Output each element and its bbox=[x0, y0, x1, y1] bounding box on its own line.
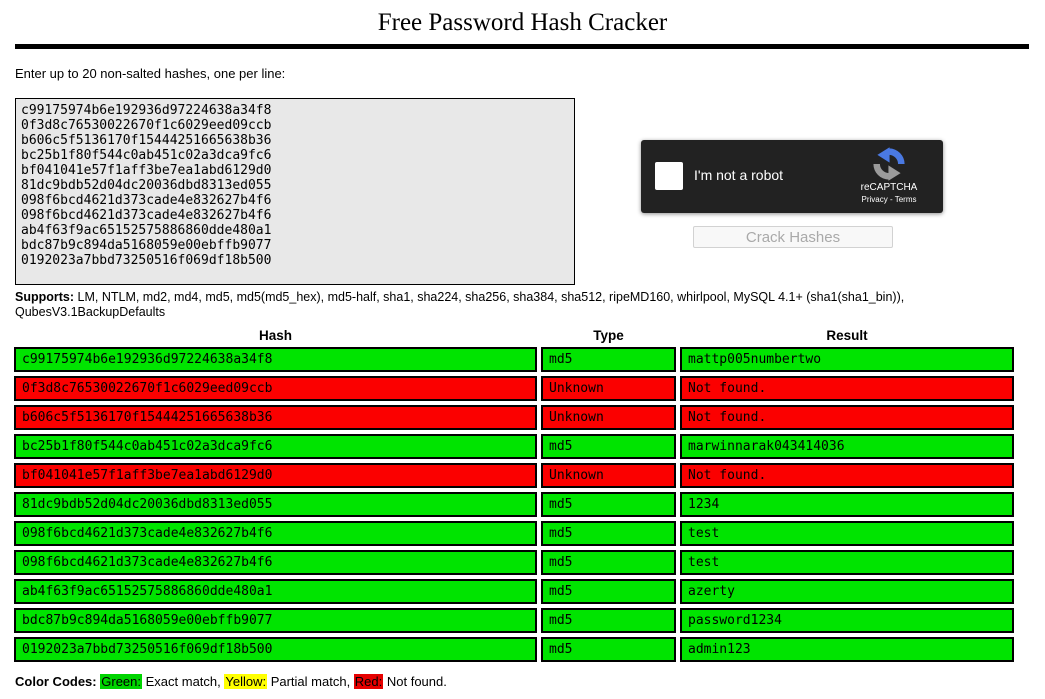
header-divider bbox=[15, 44, 1029, 49]
cell-type: md5 bbox=[541, 608, 676, 633]
header-type: Type bbox=[593, 328, 624, 343]
recaptcha-privacy-terms-links[interactable]: Privacy - Terms bbox=[861, 195, 917, 204]
cell-hash: 81dc9bdb52d04dc20036dbd8313ed055 bbox=[14, 492, 537, 517]
instruction-text: Enter up to 20 non-salted hashes, one pe… bbox=[15, 66, 286, 81]
cell-type: md5 bbox=[541, 521, 676, 546]
cell-type: md5 bbox=[541, 434, 676, 459]
cell-result: test bbox=[680, 521, 1014, 546]
table-row: 098f6bcd4621d373cade4e832627b4f6 md5 tes… bbox=[14, 550, 1014, 575]
hash-input[interactable]: c99175974b6e192936d97224638a34f8 0f3d8c7… bbox=[15, 98, 575, 285]
cell-result: 1234 bbox=[680, 492, 1014, 517]
supports-label: Supports: bbox=[15, 290, 75, 304]
table-row: bc25b1f80f544c0ab451c02a3dca9fc6 md5 mar… bbox=[14, 434, 1014, 459]
legend-red-desc: Not found. bbox=[383, 674, 447, 689]
cell-type: md5 bbox=[541, 579, 676, 604]
cell-result: Not found. bbox=[680, 405, 1014, 430]
cell-hash: 0f3d8c76530022670f1c6029eed09ccb bbox=[14, 376, 537, 401]
header-hash: Hash bbox=[258, 328, 292, 343]
supports-line2: QubesV3.1BackupDefaults bbox=[15, 305, 166, 319]
recaptcha-widget: I'm not a robot reCAPTCHA Privacy - Term… bbox=[641, 140, 943, 213]
legend-green-desc: Exact match, bbox=[142, 674, 225, 689]
table-row: bf041041e57f1aff3be7ea1abd6129d0 Unknown… bbox=[14, 463, 1014, 488]
table-row: 0f3d8c76530022670f1c6029eed09ccb Unknown… bbox=[14, 376, 1014, 401]
color-codes-label: Color Codes: bbox=[15, 674, 97, 689]
legend-red-chip: Red: bbox=[353, 674, 384, 689]
cell-hash: 0192023a7bbd73250516f069df18b500 bbox=[14, 637, 537, 662]
recaptcha-label: I'm not a robot bbox=[694, 167, 784, 183]
recaptcha-brand: reCAPTCHA bbox=[860, 182, 918, 193]
table-row: c99175974b6e192936d97224638a34f8 md5 mat… bbox=[14, 347, 1014, 372]
cell-hash: bf041041e57f1aff3be7ea1abd6129d0 bbox=[14, 463, 537, 488]
cell-hash: c99175974b6e192936d97224638a34f8 bbox=[14, 347, 537, 372]
cell-hash: bdc87b9c894da5168059e00ebffb9077 bbox=[14, 608, 537, 633]
cell-result: password1234 bbox=[680, 608, 1014, 633]
cell-result: Not found. bbox=[680, 376, 1014, 401]
cell-type: md5 bbox=[541, 550, 676, 575]
cell-hash: 098f6bcd4621d373cade4e832627b4f6 bbox=[14, 550, 537, 575]
cell-result: azerty bbox=[680, 579, 1014, 604]
table-row: 0192023a7bbd73250516f069df18b500 md5 adm… bbox=[14, 637, 1014, 662]
cell-hash: b606c5f5136170f15444251665638b36 bbox=[14, 405, 537, 430]
table-row: 81dc9bdb52d04dc20036dbd8313ed055 md5 123… bbox=[14, 492, 1014, 517]
cell-type: Unknown bbox=[541, 405, 676, 430]
cell-result: test bbox=[680, 550, 1014, 575]
color-codes-legend: Color Codes: Green: Exact match, Yellow:… bbox=[15, 674, 447, 689]
cell-result: mattp005numbertwo bbox=[680, 347, 1014, 372]
results-table: Hash Type Result c99175974b6e192936d9722… bbox=[10, 324, 1018, 666]
cell-hash: bc25b1f80f544c0ab451c02a3dca9fc6 bbox=[14, 434, 537, 459]
cell-result: admin123 bbox=[680, 637, 1014, 662]
table-row: bdc87b9c894da5168059e00ebffb9077 md5 pas… bbox=[14, 608, 1014, 633]
legend-yellow-desc: Partial match, bbox=[267, 674, 354, 689]
supports-line1: LM, NTLM, md2, md4, md5, md5(md5_hex), m… bbox=[77, 290, 905, 304]
legend-green-chip: Green: bbox=[100, 674, 142, 689]
recaptcha-icon bbox=[873, 147, 905, 181]
supports-text: Supports: LM, NTLM, md2, md4, md5, md5(m… bbox=[15, 290, 1020, 320]
recaptcha-checkbox[interactable] bbox=[655, 162, 683, 190]
cell-result: Not found. bbox=[680, 463, 1014, 488]
cell-result: marwinnarak043414036 bbox=[680, 434, 1014, 459]
recaptcha-logo: reCAPTCHA Privacy - Terms bbox=[845, 147, 933, 204]
table-row: 098f6bcd4621d373cade4e832627b4f6 md5 tes… bbox=[14, 521, 1014, 546]
cell-hash: ab4f63f9ac65152575886860dde480a1 bbox=[14, 579, 537, 604]
cell-type: Unknown bbox=[541, 463, 676, 488]
table-row: ab4f63f9ac65152575886860dde480a1 md5 aze… bbox=[14, 579, 1014, 604]
cell-type: md5 bbox=[541, 637, 676, 662]
cell-type: Unknown bbox=[541, 376, 676, 401]
table-row: b606c5f5136170f15444251665638b36 Unknown… bbox=[14, 405, 1014, 430]
cell-hash: 098f6bcd4621d373cade4e832627b4f6 bbox=[14, 521, 537, 546]
table-header-row: Hash Type Result bbox=[14, 328, 1014, 343]
cell-type: md5 bbox=[541, 492, 676, 517]
header-result: Result bbox=[826, 328, 868, 343]
legend-yellow-chip: Yellow: bbox=[224, 674, 268, 689]
page-title: Free Password Hash Cracker bbox=[377, 9, 668, 36]
crack-hashes-button[interactable]: Crack Hashes bbox=[693, 226, 893, 248]
cell-type: md5 bbox=[541, 347, 676, 372]
